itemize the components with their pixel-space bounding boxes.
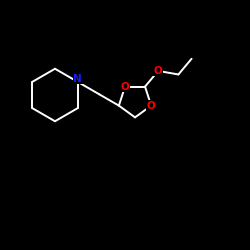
- Text: O: O: [121, 82, 130, 92]
- Text: O: O: [147, 100, 156, 110]
- Text: N: N: [73, 74, 82, 84]
- Text: O: O: [154, 66, 162, 76]
